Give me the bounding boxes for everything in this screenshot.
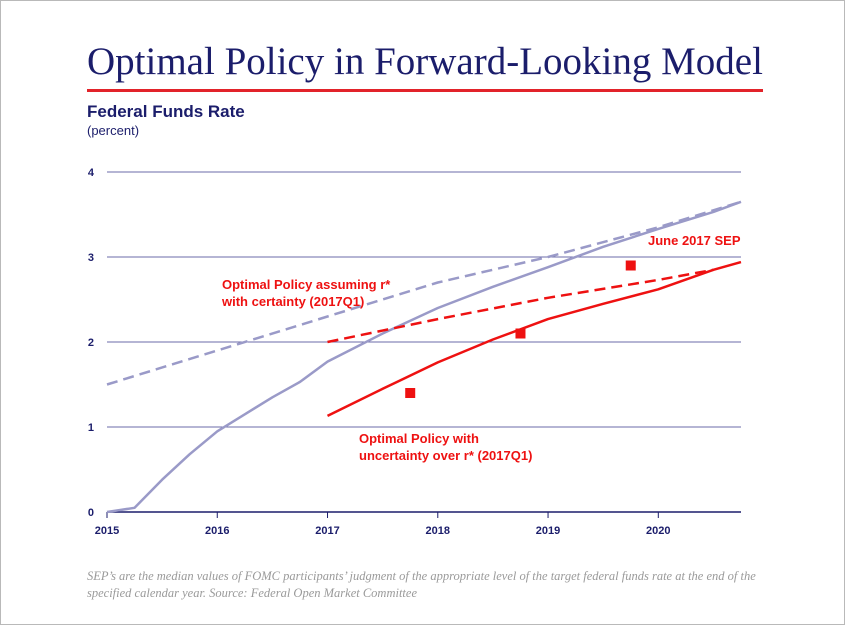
annotation-uncertainty-line: uncertainty over r* (2017Q1) [359,448,532,463]
series-uncertainty-line [326,260,742,418]
series-sep-dashed-line [327,268,714,344]
axis-layer: 0 1 2 3 4 2015 2016 2017 2018 2019 2020 [88,167,741,537]
sep-marker [405,388,416,398]
y-tick-label: 4 [88,167,95,179]
y-tick-label: 3 [88,252,94,264]
y-tick-label: 0 [88,507,94,519]
x-tick-label: 2019 [536,525,560,537]
chart-subtitle: (percent) [87,123,140,138]
footnote: SEP’s are the median values of FOMC part… [87,569,756,600]
annotation-certainty-line: with certainty (2017Q1) [221,294,364,309]
annotation-sep-line: June 2017 SEP [648,233,741,248]
y-tick-label: 1 [88,422,94,434]
grid-layer [107,171,741,428]
x-tick-label: 2020 [646,525,670,537]
series-certainty-dashed-line [106,200,742,386]
y-tick-label: 2 [88,337,94,349]
annotation-certainty-line: Optimal Policy assuming r* [222,277,391,292]
x-tick-label: 2017 [315,525,339,537]
slide-title: Optimal Policy in Forward-Looking Model [87,40,763,83]
x-tick-label: 2016 [205,525,229,537]
annotation-layer: Optimal Policy assuming r* with certainty… [221,233,741,463]
chart-title: Federal Funds Rate [87,102,245,121]
x-tick-label: 2015 [95,525,119,537]
series-layer [106,200,742,514]
title-underline [87,89,763,92]
sep-marker [515,328,526,339]
annotation-uncertainty-line: Optimal Policy with [359,431,479,446]
sep-marker [625,260,636,271]
series-baseline-line [106,200,742,514]
x-tick-label: 2018 [426,525,450,537]
marker-layer [405,260,636,398]
